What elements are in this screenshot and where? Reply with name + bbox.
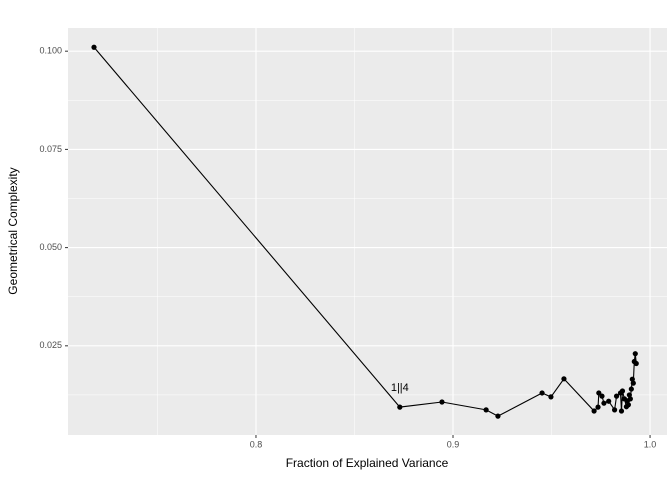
point xyxy=(599,393,605,399)
point xyxy=(548,394,554,400)
x-tick-label: 0.9 xyxy=(447,439,460,449)
x-tick-label: 1.0 xyxy=(644,439,657,449)
y-tick-label: 0.075 xyxy=(39,144,62,154)
point xyxy=(591,408,597,414)
point xyxy=(630,380,636,386)
point xyxy=(596,390,602,396)
point xyxy=(633,360,639,367)
y-tick-label: 0.100 xyxy=(39,46,62,56)
point xyxy=(483,407,489,413)
panel xyxy=(68,28,667,435)
y-tick-label: 0.050 xyxy=(39,242,62,252)
point xyxy=(627,396,633,402)
point xyxy=(439,399,445,405)
x-tick-label: 0.8 xyxy=(250,439,263,449)
point xyxy=(619,388,626,394)
point xyxy=(625,402,631,408)
point xyxy=(606,398,612,404)
point xyxy=(539,390,545,396)
point xyxy=(561,376,567,382)
point xyxy=(632,351,638,357)
x-axis-title: Fraction of Explained Variance xyxy=(286,456,449,470)
point xyxy=(91,44,97,50)
y-axis-title: Geometrical Complexity xyxy=(6,167,20,294)
point xyxy=(613,393,620,399)
point xyxy=(495,413,501,419)
point xyxy=(397,404,403,410)
y-tick-label: 0.025 xyxy=(39,340,62,350)
annotation: 1||4 xyxy=(391,382,409,394)
point xyxy=(618,408,625,414)
point xyxy=(629,376,635,382)
point xyxy=(628,386,634,392)
point xyxy=(611,407,618,413)
point xyxy=(601,400,607,406)
point xyxy=(626,392,632,398)
point xyxy=(595,404,601,410)
